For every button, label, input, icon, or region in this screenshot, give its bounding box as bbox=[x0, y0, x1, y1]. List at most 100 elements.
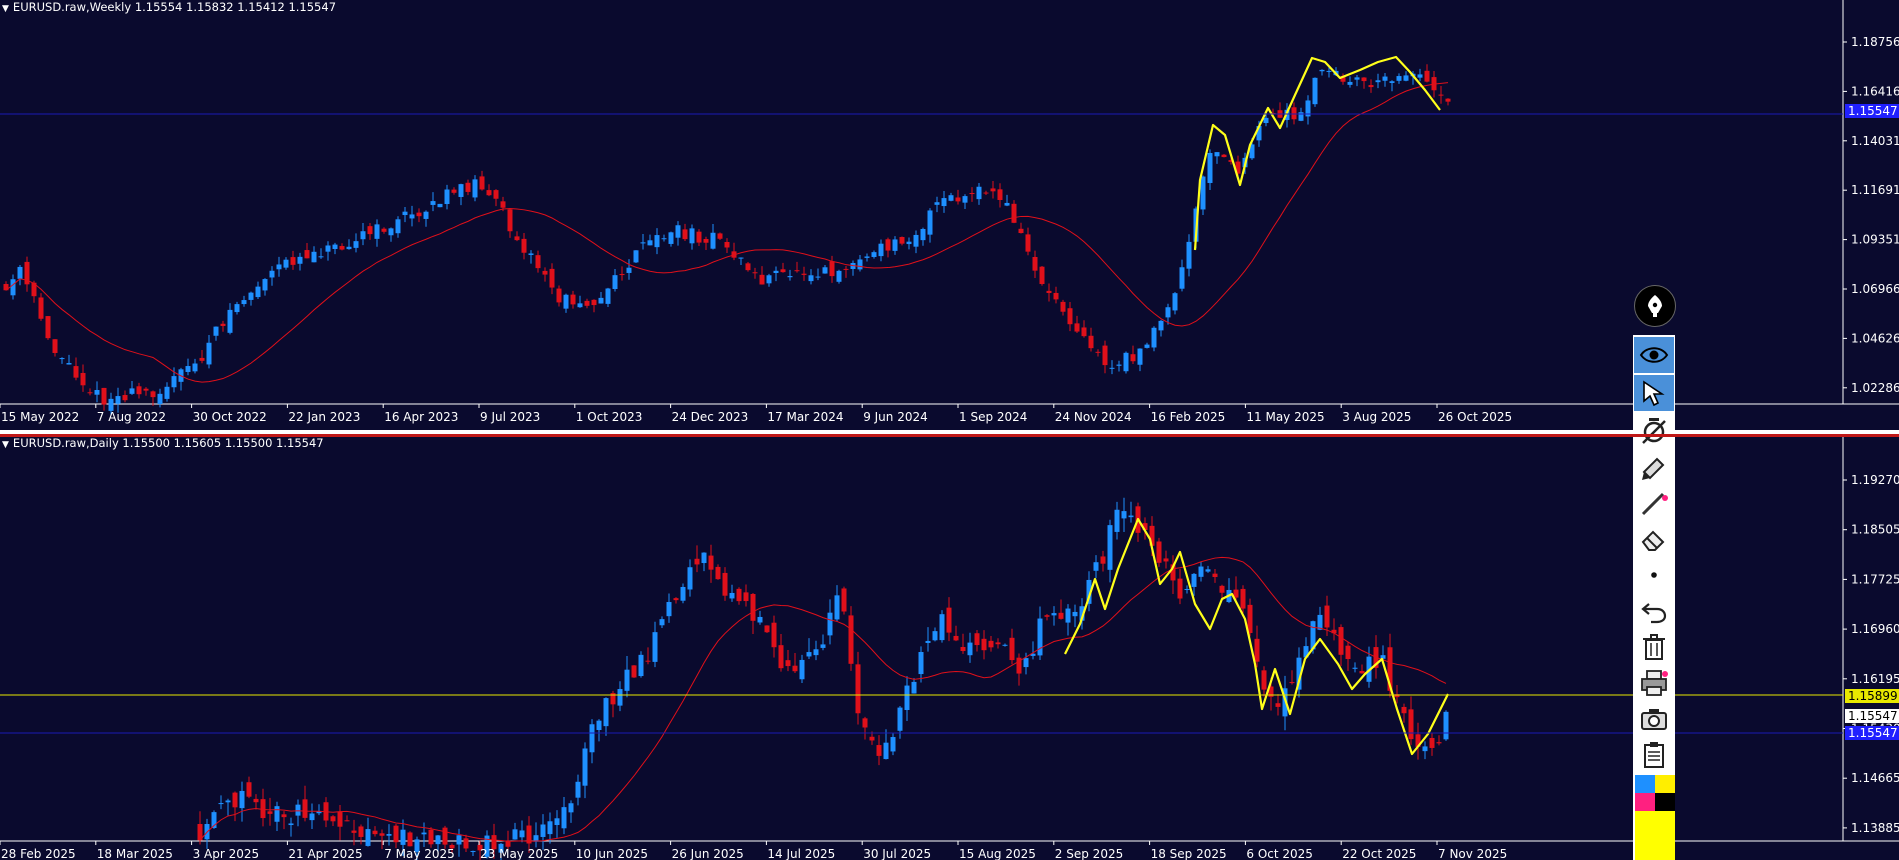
candle-body bbox=[911, 681, 917, 694]
weekly-chart-canvas[interactable]: 1.18756 1.16416 1.14031 1.11691 1.09351 1.069… bbox=[0, 0, 1899, 430]
candle-body bbox=[554, 818, 560, 826]
candle-body bbox=[1207, 152, 1213, 183]
candle-body bbox=[605, 288, 611, 304]
candle-body bbox=[260, 799, 266, 819]
candle-body bbox=[1107, 525, 1113, 570]
candle-body bbox=[988, 640, 994, 648]
time-tick-label: 6 Oct 2025 bbox=[1246, 847, 1313, 860]
candle-body bbox=[500, 201, 506, 208]
candle-body bbox=[129, 388, 135, 394]
candle-body bbox=[423, 211, 429, 219]
pane-separator[interactable] bbox=[0, 430, 1899, 434]
candle-body bbox=[843, 268, 849, 270]
candle-body bbox=[1375, 80, 1381, 83]
candle-body bbox=[472, 179, 478, 198]
candle-body bbox=[836, 270, 842, 282]
time-tick-label: 2 Sep 2025 bbox=[1055, 847, 1123, 860]
candle-body bbox=[806, 652, 812, 657]
candle-body bbox=[617, 689, 623, 706]
candle-body bbox=[505, 840, 511, 847]
candle-body bbox=[822, 267, 828, 274]
candle-body bbox=[1067, 308, 1073, 325]
color-swatch-black[interactable] bbox=[1655, 793, 1675, 811]
collapse-triangle-icon[interactable]: ▼ bbox=[2, 440, 9, 450]
candle-body bbox=[568, 803, 574, 813]
candle-body bbox=[428, 829, 434, 845]
cursor-icon[interactable] bbox=[1634, 375, 1674, 411]
zigzag-drawing bbox=[1064, 517, 1449, 756]
time-tick-label: 26 Oct 2025 bbox=[1438, 410, 1512, 424]
eraser-icon[interactable] bbox=[1634, 521, 1674, 557]
candle-body bbox=[351, 830, 357, 833]
candle-body bbox=[1016, 657, 1022, 674]
candle-body bbox=[827, 612, 833, 636]
camera-icon[interactable] bbox=[1634, 701, 1674, 737]
candle-body bbox=[451, 189, 457, 193]
dot-icon[interactable] bbox=[1634, 557, 1674, 593]
price-tick-label: 1.16416 bbox=[1851, 84, 1899, 98]
color-swatch-yellow[interactable] bbox=[1655, 775, 1675, 793]
candle-body bbox=[1228, 160, 1234, 162]
clipboard-icon[interactable] bbox=[1634, 737, 1674, 773]
candle-body bbox=[185, 366, 191, 372]
candle-body bbox=[1261, 670, 1267, 690]
undo-icon[interactable] bbox=[1634, 593, 1674, 629]
candle-body bbox=[269, 270, 275, 278]
candle-body bbox=[486, 190, 492, 196]
candle-body bbox=[1025, 234, 1031, 252]
candle-body bbox=[1079, 606, 1085, 621]
moving-average-line bbox=[5, 82, 1449, 383]
candle-body bbox=[668, 232, 674, 244]
print-icon[interactable] bbox=[1634, 665, 1674, 701]
trash-icon[interactable] bbox=[1634, 629, 1674, 665]
crosshair-icon[interactable] bbox=[1634, 413, 1674, 449]
price-tick-label: 1.17725 bbox=[1851, 572, 1899, 586]
collapse-triangle-icon[interactable]: ▼ bbox=[2, 4, 9, 14]
candle-body bbox=[1032, 256, 1038, 271]
candle-body bbox=[526, 825, 532, 844]
candle-body bbox=[1445, 98, 1451, 102]
candle-body bbox=[722, 572, 728, 596]
eye-icon[interactable] bbox=[1634, 337, 1674, 373]
candle-body bbox=[498, 843, 504, 853]
daily-chart-pane[interactable]: ▼ EURUSD.raw,Daily 1.15500 1.15605 1.1550… bbox=[0, 434, 1899, 860]
candle-body bbox=[1347, 81, 1353, 85]
price-tick-label: 1.19270 bbox=[1851, 473, 1899, 487]
candle-body bbox=[750, 593, 756, 621]
candle-body bbox=[1051, 613, 1057, 616]
candle-body bbox=[981, 638, 987, 651]
candle-body bbox=[1172, 293, 1178, 311]
time-tick-label: 1 Oct 2023 bbox=[576, 410, 643, 424]
color-swatch-selected-yellow[interactable] bbox=[1635, 811, 1675, 860]
weekly-bid-price-tag: 1.15547 bbox=[1848, 104, 1898, 118]
time-tick-label: 16 Feb 2025 bbox=[1151, 410, 1226, 424]
candle-body bbox=[932, 631, 938, 641]
candle-body bbox=[645, 660, 651, 662]
candle-body bbox=[1144, 344, 1150, 348]
time-tick-label: 15 May 2022 bbox=[1, 410, 79, 424]
candle-body bbox=[715, 566, 721, 580]
time-tick-label: 26 Jun 2025 bbox=[672, 847, 744, 860]
line-icon[interactable] bbox=[1634, 485, 1674, 521]
candle-body bbox=[694, 558, 700, 565]
candle-body bbox=[344, 820, 350, 822]
candle-body bbox=[218, 803, 224, 805]
weekly-header-text: EURUSD.raw,Weekly 1.15554 1.15832 1.1541… bbox=[12, 0, 337, 14]
candle-body bbox=[794, 270, 800, 272]
candle-body bbox=[372, 830, 378, 835]
price-tick-label: 1.16960 bbox=[1851, 622, 1899, 636]
candle-body bbox=[365, 829, 371, 846]
pen-icon[interactable] bbox=[1634, 449, 1674, 485]
candle-body bbox=[906, 241, 912, 245]
candle-body bbox=[941, 198, 947, 207]
pen-nib-logo-icon[interactable] bbox=[1634, 285, 1676, 327]
daily-chart-canvas[interactable]: 1.192701.185051.177251.169601.161951.154… bbox=[0, 434, 1899, 860]
candle-body bbox=[1088, 335, 1094, 349]
candle-body bbox=[1046, 290, 1052, 293]
candle-body bbox=[892, 239, 898, 251]
candle-body bbox=[1177, 578, 1183, 599]
candle-body bbox=[311, 251, 317, 263]
weekly-chart-pane[interactable]: ▼ EURUSD.raw,Weekly 1.15554 1.15832 1.154… bbox=[0, 0, 1899, 430]
color-swatch-blue[interactable] bbox=[1635, 775, 1655, 793]
color-swatch-pink[interactable] bbox=[1635, 793, 1655, 811]
